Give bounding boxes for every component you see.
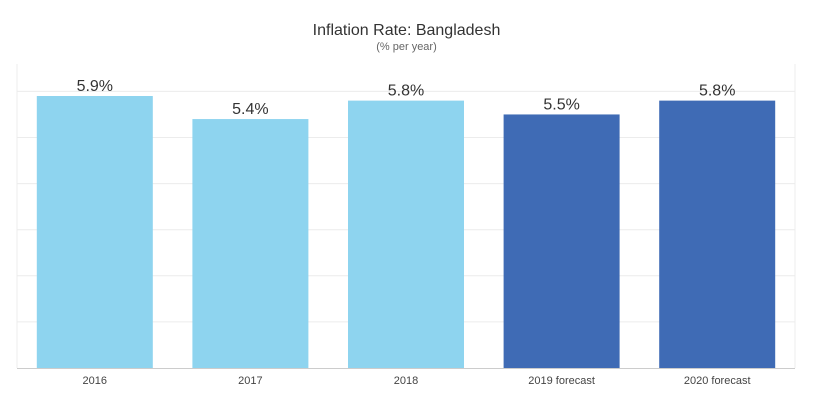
bar	[192, 119, 309, 368]
data-label: 5.9%	[77, 78, 113, 95]
x-tick-label: 2019 forecast	[528, 375, 595, 387]
chart-title: Inflation Rate: Bangladesh	[312, 22, 501, 39]
bar	[348, 100, 464, 369]
bar	[659, 100, 776, 369]
x-tick-label: 2017	[238, 375, 262, 387]
data-label: 5.4%	[232, 101, 268, 118]
chart-subtitle: (% per year)	[376, 41, 437, 53]
data-label: 5.8%	[388, 83, 424, 100]
bar	[36, 96, 153, 368]
x-tick-label: 2018	[394, 375, 418, 387]
x-tick-label: 2016	[83, 375, 107, 387]
x-tick-label: 2020 forecast	[684, 375, 751, 387]
data-label: 5.5%	[543, 96, 579, 113]
data-label: 5.8%	[699, 83, 735, 100]
bar	[503, 114, 620, 368]
